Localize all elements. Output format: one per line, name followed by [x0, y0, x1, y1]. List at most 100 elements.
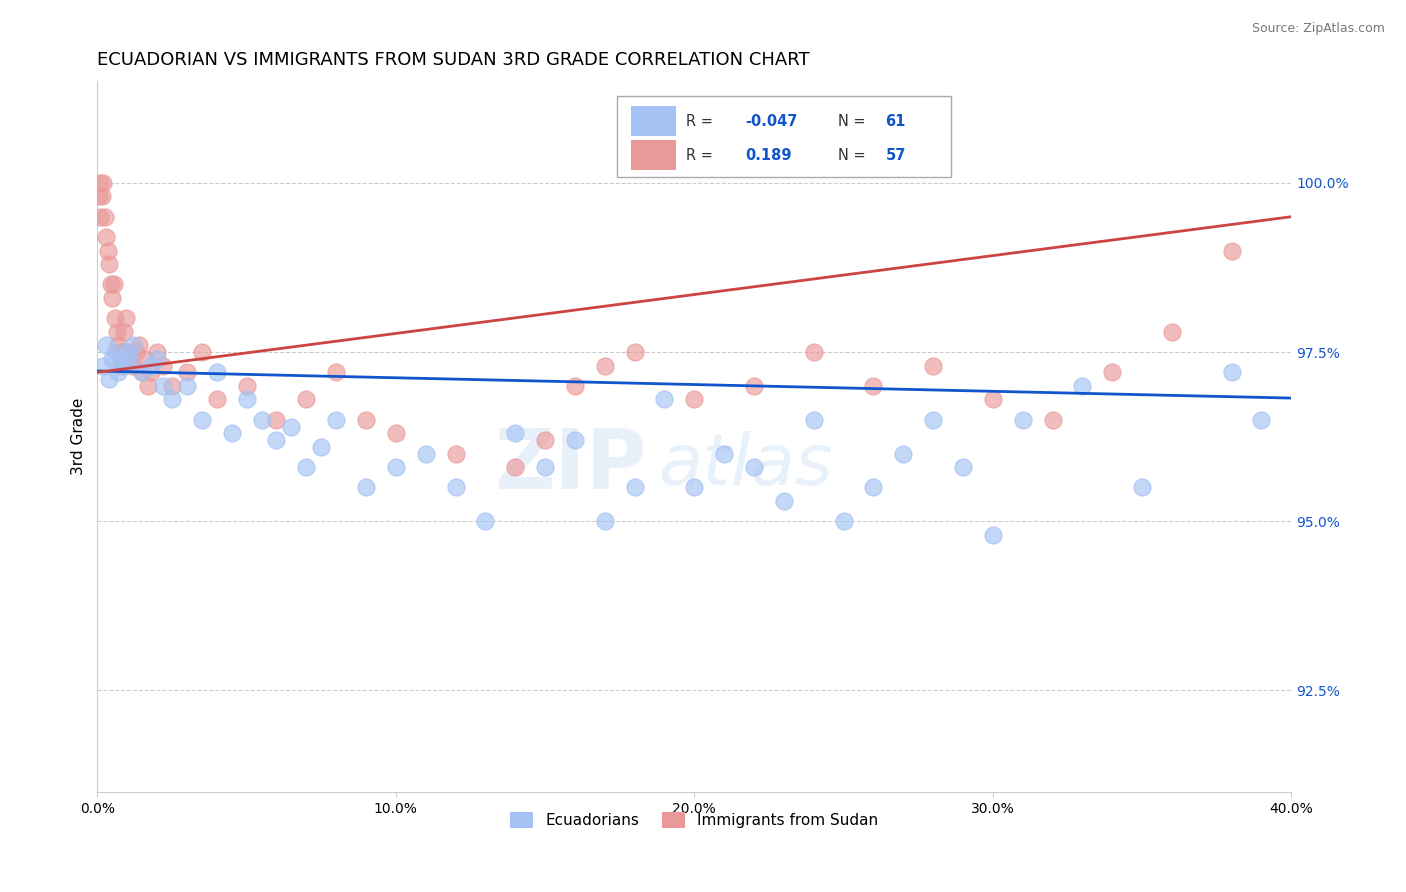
Point [91, 176, 114, 190]
Point [266, 413, 288, 427]
Point [91, 359, 114, 373]
Point [103, 277, 125, 292]
Point [922, 359, 945, 373]
Point [354, 413, 377, 427]
Point [803, 413, 825, 427]
Point [683, 392, 706, 407]
Point [87, 189, 110, 203]
Point [534, 460, 557, 475]
Point [773, 494, 796, 508]
Point [593, 359, 616, 373]
Text: Source: ZipAtlas.com: Source: ZipAtlas.com [1251, 22, 1385, 36]
Point [385, 426, 408, 441]
Point [98, 257, 121, 271]
Point [354, 480, 377, 494]
Point [981, 392, 1004, 407]
Point [131, 365, 153, 379]
Point [146, 351, 169, 366]
Point [1130, 480, 1153, 494]
Point [205, 365, 228, 379]
Point [134, 351, 156, 366]
Point [114, 311, 136, 326]
Text: atlas: atlas [658, 431, 834, 500]
Point [122, 359, 145, 373]
Point [415, 446, 437, 460]
Point [125, 345, 148, 359]
Point [120, 351, 142, 366]
Point [295, 392, 318, 407]
Point [112, 325, 135, 339]
Point [444, 480, 467, 494]
Legend: Ecuadorians, Immigrants from Sudan: Ecuadorians, Immigrants from Sudan [505, 805, 884, 834]
Point [235, 379, 257, 393]
Point [152, 359, 174, 373]
Point [922, 413, 945, 427]
Point [683, 480, 706, 494]
Text: -0.047: -0.047 [745, 113, 799, 128]
Point [325, 365, 347, 379]
Point [742, 460, 765, 475]
Point [325, 413, 347, 427]
Point [250, 413, 273, 427]
Point [96, 338, 118, 352]
Point [593, 514, 616, 528]
Text: R =: R = [686, 148, 713, 162]
Point [105, 325, 128, 339]
Point [623, 345, 645, 359]
Text: ZIP: ZIP [494, 425, 647, 506]
Point [89, 210, 111, 224]
Text: R =: R = [686, 113, 713, 128]
Point [503, 460, 526, 475]
Point [891, 446, 914, 460]
Point [564, 433, 586, 447]
Point [176, 379, 198, 393]
Point [444, 446, 467, 460]
Point [1101, 365, 1123, 379]
Point [120, 351, 142, 366]
Point [90, 189, 112, 203]
Point [101, 291, 124, 305]
Point [160, 379, 183, 393]
Point [713, 446, 735, 460]
Point [803, 345, 825, 359]
Point [742, 379, 765, 393]
Point [1250, 413, 1272, 427]
Point [654, 392, 676, 407]
Point [111, 345, 134, 359]
Point [139, 359, 162, 373]
Point [136, 379, 159, 393]
Point [309, 440, 332, 454]
Point [191, 413, 214, 427]
Point [534, 433, 557, 447]
Point [235, 392, 257, 407]
Point [1042, 413, 1064, 427]
Point [107, 365, 129, 379]
Point [97, 244, 120, 258]
Point [115, 345, 138, 359]
Point [191, 345, 214, 359]
Point [1071, 379, 1094, 393]
Point [115, 345, 138, 359]
Point [100, 277, 122, 292]
Point [89, 176, 111, 190]
Point [1220, 365, 1243, 379]
Point [160, 392, 183, 407]
Point [832, 514, 855, 528]
Point [108, 345, 131, 359]
FancyBboxPatch shape [631, 140, 676, 170]
Point [176, 365, 198, 379]
Point [295, 460, 318, 475]
Point [152, 379, 174, 393]
Point [564, 379, 586, 393]
Point [96, 230, 118, 244]
Point [128, 338, 150, 352]
Point [110, 351, 132, 366]
Text: N =: N = [838, 113, 865, 128]
Text: 57: 57 [886, 148, 905, 162]
Point [139, 365, 162, 379]
Point [101, 351, 124, 366]
Point [1161, 325, 1184, 339]
Point [266, 433, 288, 447]
Point [104, 345, 127, 359]
FancyBboxPatch shape [631, 106, 676, 136]
